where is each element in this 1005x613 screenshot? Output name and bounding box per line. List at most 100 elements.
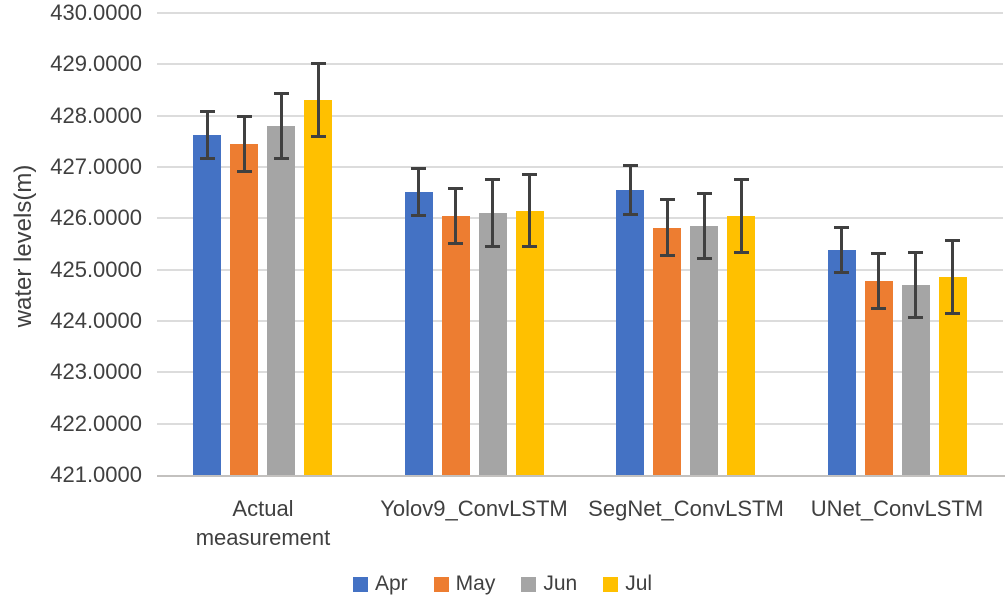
x-category-label: SegNet_ConvLSTM xyxy=(576,494,796,523)
y-axis-tick-label: 421.0000 xyxy=(50,462,142,487)
legend-swatch-icon xyxy=(352,576,368,592)
legend-label: Jul xyxy=(625,572,653,595)
error-bar xyxy=(454,188,457,244)
x-category-label-line: Yolov9_ConvLSTM xyxy=(380,496,568,521)
error-bar-cap-top xyxy=(522,173,537,176)
legend-label: Jun xyxy=(543,572,578,595)
x-category-label-line: SegNet_ConvLSTM xyxy=(588,496,784,521)
error-bar xyxy=(317,63,320,137)
error-bar-cap-top xyxy=(660,198,675,201)
legend-swatch-icon xyxy=(433,576,449,592)
bar-jul-2 xyxy=(727,216,755,475)
error-bar xyxy=(629,165,632,215)
error-bar-cap-top xyxy=(908,251,923,254)
y-axis-tick-label: 430.0000 xyxy=(50,0,142,25)
error-bar-cap-top xyxy=(237,115,252,118)
error-bar-cap-bottom xyxy=(448,242,463,245)
y-axis-tick-label: 429.0000 xyxy=(50,51,142,76)
error-bar xyxy=(703,193,706,259)
error-bar-cap-top xyxy=(485,178,500,181)
error-bar xyxy=(491,179,494,247)
error-bar-cap-top xyxy=(834,226,849,229)
gridline xyxy=(157,269,1003,271)
legend-item-jun: Jun xyxy=(521,572,577,596)
error-bar-cap-bottom xyxy=(945,312,960,315)
legend: Apr May Jun Jul xyxy=(0,572,1005,596)
x-category-label-line: UNet_ConvLSTM xyxy=(810,496,984,521)
bar-may-0 xyxy=(230,144,258,475)
error-bar xyxy=(280,93,283,159)
error-bar-cap-bottom xyxy=(697,257,712,260)
error-bar-cap-top xyxy=(623,164,638,167)
legend-label: Apr xyxy=(374,572,408,595)
gridline xyxy=(157,115,1003,117)
x-category-label-line: Actual xyxy=(232,496,294,521)
bar-jun-1 xyxy=(479,213,507,475)
bar-jun-2 xyxy=(690,226,718,475)
y-axis-tick-label: 424.0000 xyxy=(50,308,142,333)
error-bar-cap-bottom xyxy=(834,271,849,274)
x-category-label-line: measurement xyxy=(195,525,331,550)
error-bar xyxy=(840,227,843,273)
error-bar-cap-bottom xyxy=(522,245,537,248)
gridline xyxy=(157,63,1003,65)
x-axis-line xyxy=(157,475,1005,477)
error-bar-cap-bottom xyxy=(200,157,215,160)
error-bar-cap-bottom xyxy=(660,254,675,257)
y-axis-tick-label: 426.0000 xyxy=(50,205,142,230)
y-axis-tick-label: 422.0000 xyxy=(50,411,142,436)
error-bar-cap-bottom xyxy=(485,245,500,248)
legend-swatch-icon xyxy=(521,576,537,592)
legend-item-apr: Apr xyxy=(352,572,408,596)
error-bar xyxy=(206,111,209,159)
error-bar xyxy=(914,252,917,318)
legend-swatch-icon xyxy=(603,576,619,592)
error-bar-cap-top xyxy=(200,110,215,113)
error-bar-cap-top xyxy=(734,178,749,181)
x-category-label: Yolov9_ConvLSTM xyxy=(364,494,584,523)
y-axis-tick-label: 423.0000 xyxy=(50,359,142,384)
error-bar xyxy=(666,199,669,256)
gridline xyxy=(157,423,1003,425)
y-axis-tick-label: 428.0000 xyxy=(50,103,142,128)
error-bar-cap-bottom xyxy=(274,157,289,160)
error-bar-cap-bottom xyxy=(411,214,426,217)
bar-apr-0 xyxy=(193,135,221,475)
error-bar-cap-top xyxy=(311,62,326,65)
gridline xyxy=(157,371,1003,373)
error-bar xyxy=(951,240,954,314)
error-bar-cap-bottom xyxy=(623,213,638,216)
gridline xyxy=(157,217,1003,219)
bar-apr-2 xyxy=(616,190,644,475)
error-bar-cap-bottom xyxy=(871,307,886,310)
bar-may-2 xyxy=(653,228,681,475)
error-bar-cap-top xyxy=(411,167,426,170)
bar-apr-3 xyxy=(828,250,856,475)
error-bar-cap-bottom xyxy=(908,316,923,319)
error-bar xyxy=(528,174,531,247)
bar-jul-0 xyxy=(304,100,332,475)
gridline xyxy=(157,320,1003,322)
bar-apr-1 xyxy=(405,192,433,475)
y-axis-tick-label: 425.0000 xyxy=(50,257,142,282)
y-axis-tick-label: 427.0000 xyxy=(50,154,142,179)
error-bar-cap-bottom xyxy=(311,135,326,138)
error-bar-cap-top xyxy=(871,252,886,255)
error-bar xyxy=(877,253,880,309)
error-bar xyxy=(740,179,743,253)
error-bar-cap-bottom xyxy=(237,170,252,173)
x-category-label: UNet_ConvLSTM xyxy=(787,494,1005,523)
legend-item-may: May xyxy=(433,572,496,596)
x-category-label: Actual measurement xyxy=(153,494,373,552)
gridline xyxy=(157,12,1003,14)
bar-jul-1 xyxy=(516,211,544,475)
error-bar-cap-top xyxy=(697,192,712,195)
error-bar xyxy=(243,116,246,172)
error-bar xyxy=(417,168,420,216)
legend-label: May xyxy=(455,572,496,595)
error-bar-cap-top xyxy=(448,187,463,190)
bar-jun-0 xyxy=(267,126,295,475)
bar-may-1 xyxy=(442,216,470,475)
error-bar-cap-top xyxy=(274,92,289,95)
